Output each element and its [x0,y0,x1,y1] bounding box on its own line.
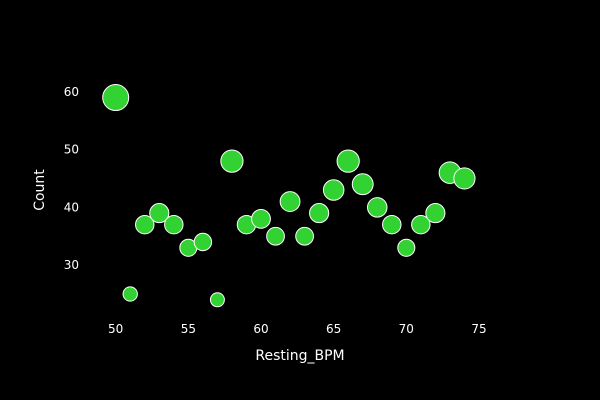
x-tick-label: 50 [108,322,123,336]
data-point[interactable] [425,203,446,224]
data-point[interactable] [135,214,155,235]
x-tick-label: 70 [399,322,414,336]
data-point[interactable] [193,232,213,252]
data-point[interactable] [397,238,416,257]
data-point[interactable] [279,191,301,212]
x-axis-title: Resting_BPM [255,348,344,364]
data-point[interactable] [336,149,360,173]
data-point[interactable] [220,149,244,173]
data-point[interactable] [453,167,476,190]
y-tick-label: 50 [64,143,79,157]
data-point[interactable] [367,197,388,218]
data-point[interactable] [266,226,285,246]
data-point[interactable] [411,214,431,235]
y-tick-label: 60 [64,85,79,99]
data-point[interactable] [322,179,345,201]
data-point[interactable] [122,286,138,302]
data-point[interactable] [102,84,130,112]
x-tick-label: 60 [253,322,268,336]
x-tick-label: 75 [471,322,486,336]
data-point[interactable] [351,173,374,196]
y-axis-title: Count [32,169,48,211]
data-point[interactable] [164,214,184,235]
points-layer [102,84,476,308]
x-tick-label: 65 [326,322,341,336]
y-tick-label: 30 [64,258,79,272]
data-point[interactable] [209,292,225,308]
x-tick-label: 55 [181,322,196,336]
data-point[interactable] [251,208,271,229]
data-point[interactable] [295,226,314,246]
data-point[interactable] [149,203,170,224]
y-tick-label: 40 [64,200,79,214]
y-axis-ticks: 30 40 50 60 [64,85,79,272]
data-point[interactable] [382,214,402,235]
data-point[interactable] [309,203,330,224]
x-axis-ticks: 50 55 60 65 70 75 [108,322,487,336]
